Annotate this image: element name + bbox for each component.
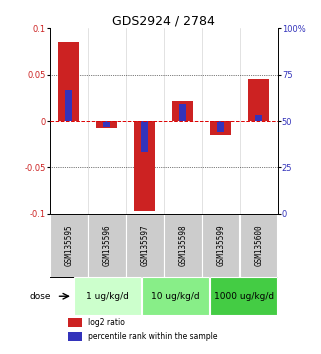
Bar <box>68 318 82 327</box>
Bar <box>141 121 148 152</box>
Text: 1 ug/kg/d: 1 ug/kg/d <box>86 292 129 301</box>
Bar <box>103 121 110 127</box>
Text: GSM135596: GSM135596 <box>102 225 111 266</box>
Text: dose: dose <box>30 292 51 301</box>
Bar <box>134 121 155 211</box>
Bar <box>50 214 88 278</box>
Bar <box>164 214 202 278</box>
Text: percentile rank within the sample: percentile rank within the sample <box>89 332 218 341</box>
Bar <box>58 42 79 121</box>
Bar <box>210 121 231 135</box>
Text: log2 ratio: log2 ratio <box>89 318 126 327</box>
Bar <box>240 214 277 278</box>
Bar <box>74 278 142 315</box>
Bar <box>255 115 262 121</box>
Bar <box>65 90 72 121</box>
Bar <box>248 79 269 121</box>
Text: GSM135598: GSM135598 <box>178 225 187 266</box>
Bar <box>142 278 210 315</box>
Title: GDS2924 / 2784: GDS2924 / 2784 <box>112 14 215 27</box>
Bar <box>126 214 163 278</box>
Text: GSM135597: GSM135597 <box>140 225 149 266</box>
Text: GSM135600: GSM135600 <box>254 225 263 266</box>
Bar <box>210 278 277 315</box>
Text: 10 ug/kg/d: 10 ug/kg/d <box>151 292 200 301</box>
Bar <box>88 214 126 278</box>
Bar <box>202 214 239 278</box>
Text: GSM135595: GSM135595 <box>64 225 73 266</box>
Bar <box>217 121 224 132</box>
Text: 1000 ug/kg/d: 1000 ug/kg/d <box>213 292 274 301</box>
Bar <box>172 101 193 121</box>
Text: GSM135599: GSM135599 <box>216 225 225 266</box>
Bar <box>96 121 117 129</box>
Bar <box>179 104 186 121</box>
Bar <box>68 332 82 341</box>
